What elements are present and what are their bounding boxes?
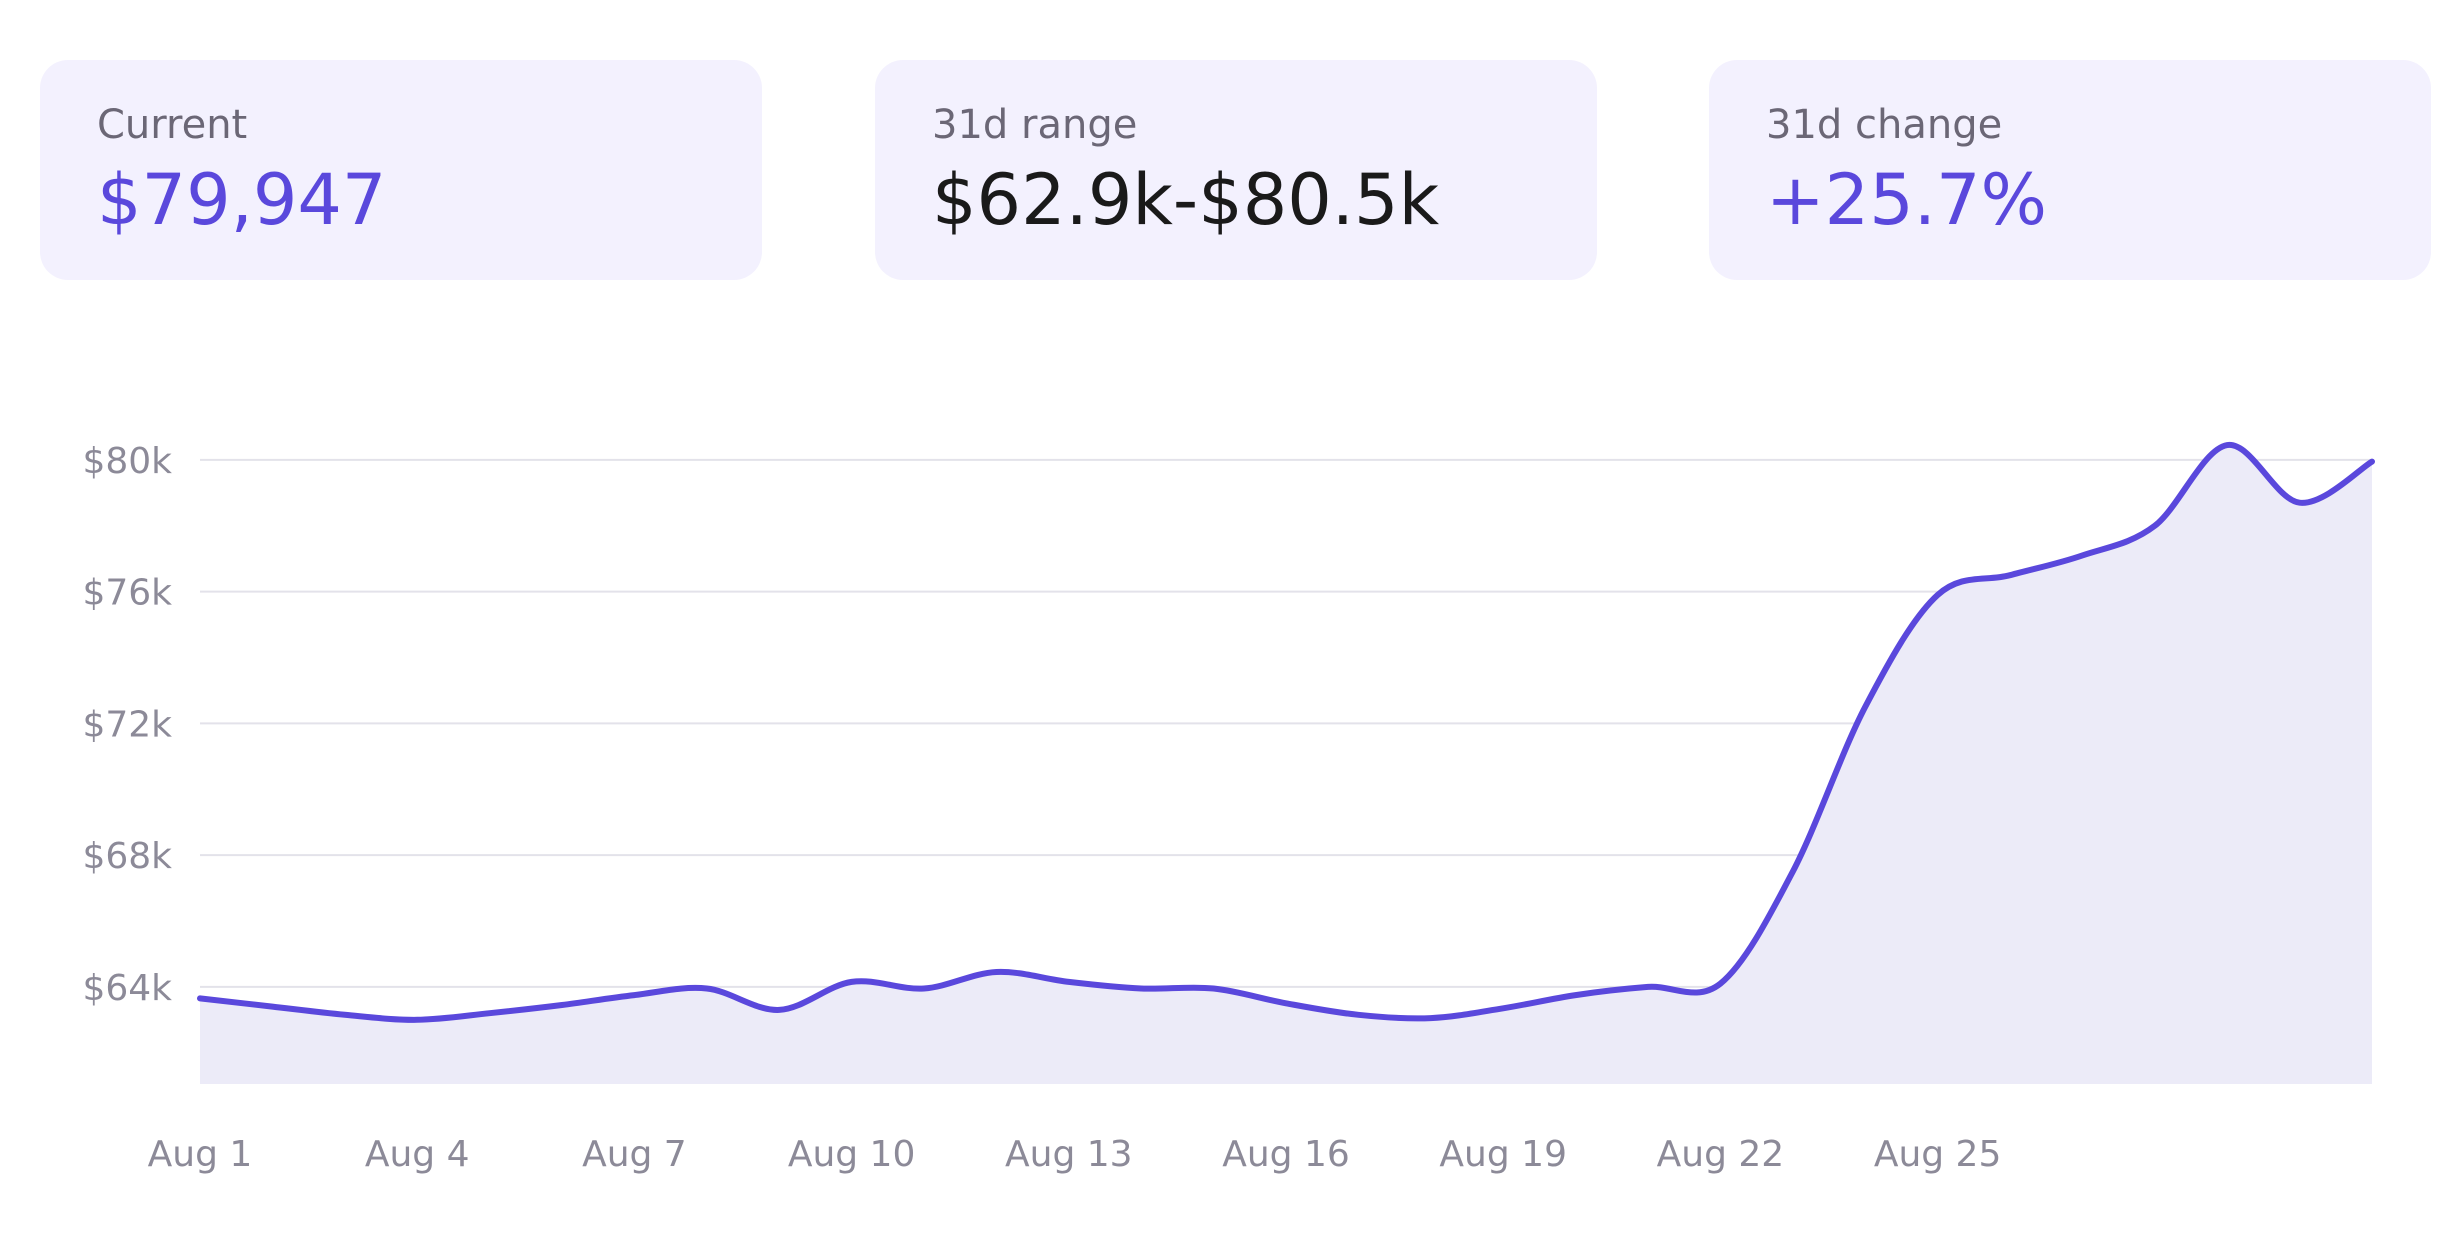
y-tick-label: $72k [82,704,172,745]
stat-card-current: Current $79,947 [40,60,762,280]
stat-label-range: 31d range [932,102,1138,148]
price-area [200,444,2372,1085]
y-tick-label: $80k [82,441,172,482]
y-tick-label: $64k [82,968,172,1009]
price-line [197,442,2375,1023]
stat-label-change: 31d change [1766,102,2003,148]
stat-label-current: Current [97,102,248,148]
x-tick-label: Aug 22 [1657,1134,1785,1175]
x-tick-label: Aug 4 [365,1134,470,1175]
stat-value-current: $79,947 [97,159,387,241]
x-tick-label: Aug 13 [1005,1134,1133,1175]
x-tick-label: Aug 25 [1874,1134,2002,1175]
y-tick-label: $76k [82,573,172,614]
x-tick-label: Aug 19 [1439,1134,1567,1175]
stat-value-range: $62.9k-$80.5k [932,159,1440,241]
x-tick-label: Aug 7 [582,1134,687,1175]
stat-card-change: 31d change +25.7% [1709,60,2431,280]
x-tick-label: Aug 1 [148,1134,253,1175]
y-tick-label: $68k [82,836,172,877]
stat-card-range: 31d range $62.9k-$80.5k [875,60,1597,280]
x-tick-label: Aug 16 [1222,1134,1350,1175]
y-axis-ticks: $64k $68k $72k $76k $80k [82,441,172,1009]
x-tick-label: Aug 10 [788,1134,916,1175]
stat-value-change: +25.7% [1766,159,2048,241]
x-axis-ticks: Aug 1 Aug 4 Aug 7 Aug 10 Aug 13 Aug 16 Aug 19 A… [148,1134,2002,1175]
